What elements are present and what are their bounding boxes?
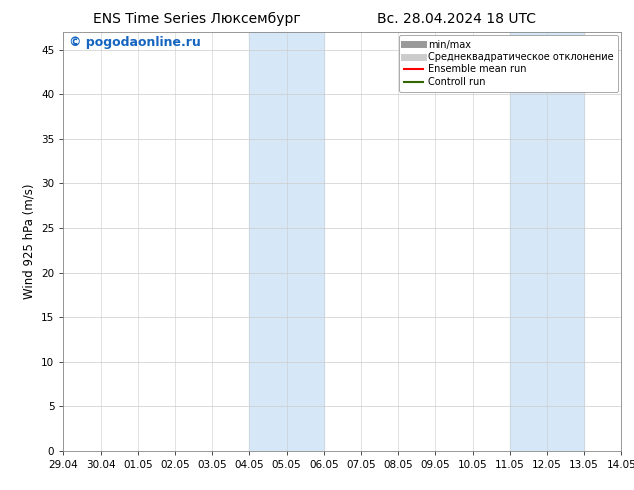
Text: Вс. 28.04.2024 18 UTC: Вс. 28.04.2024 18 UTC bbox=[377, 12, 536, 26]
Text: ENS Time Series Люксембург: ENS Time Series Люксембург bbox=[93, 12, 301, 26]
Text: © pogodaonline.ru: © pogodaonline.ru bbox=[69, 36, 201, 49]
Bar bbox=[249, 32, 324, 451]
Y-axis label: Wind 925 hPa (m/s): Wind 925 hPa (m/s) bbox=[23, 184, 36, 299]
Bar bbox=[510, 32, 584, 451]
Legend: min/max, Среднеквадратическое отклонение, Ensemble mean run, Controll run: min/max, Среднеквадратическое отклонение… bbox=[399, 35, 618, 92]
